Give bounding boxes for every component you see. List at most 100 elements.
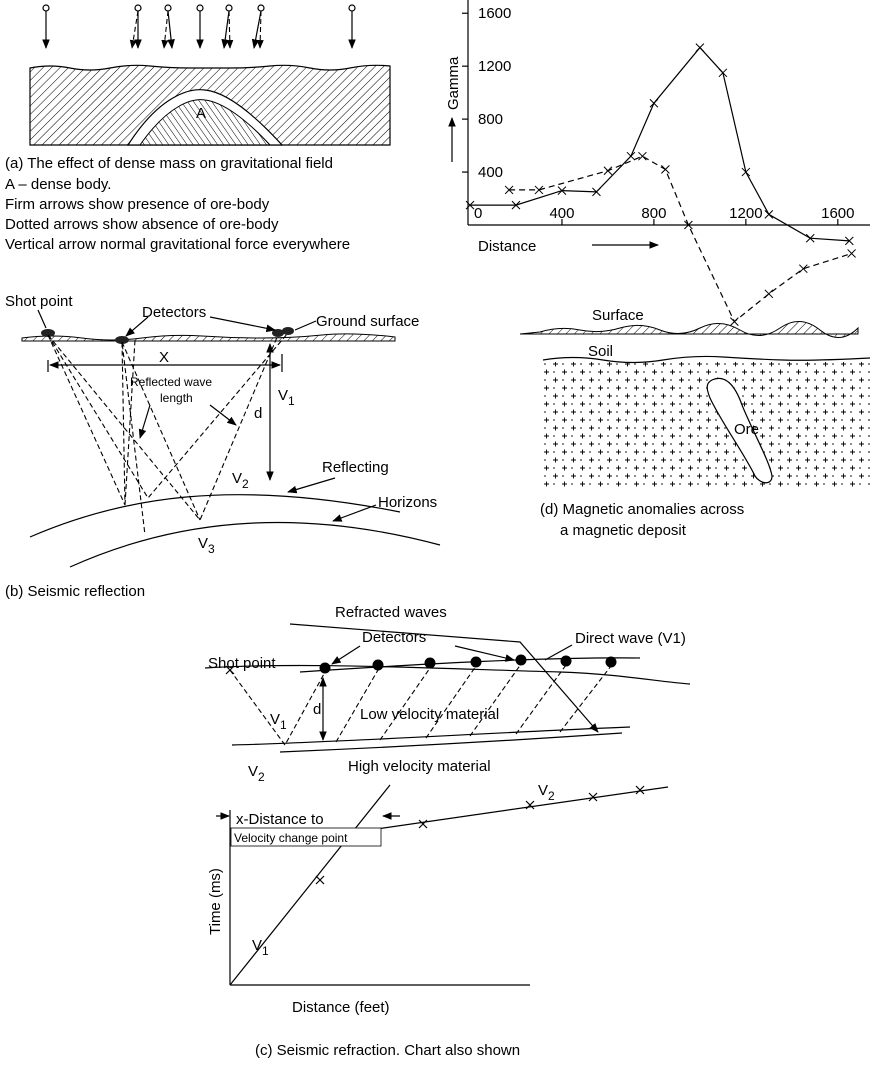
- x-tick-label: 800: [641, 205, 666, 222]
- detectors-label: Detectors: [142, 304, 206, 321]
- caption: (a) The effect of dense mass on gravitat…: [5, 155, 333, 172]
- point-marker: [805, 233, 815, 243]
- body-label: A: [196, 105, 206, 122]
- v-base: V: [278, 387, 288, 404]
- y-tick-label: 400: [478, 164, 503, 181]
- v-base: V: [198, 535, 208, 552]
- point-marker: [649, 98, 659, 108]
- ground-surface: [21, 333, 396, 342]
- y-axis-label: Gamma: [445, 56, 462, 110]
- v2-label: V2: [538, 782, 555, 803]
- v-base: V: [252, 937, 262, 954]
- panel-c: d V1 V2 Refracted waves Detectors Direct…: [204, 604, 691, 1059]
- leader: [287, 477, 336, 494]
- leader: [294, 320, 317, 331]
- dotted-arrow: [129, 10, 139, 49]
- x-distance-label: x-Distance to: [236, 811, 324, 828]
- d-label: d: [254, 405, 262, 422]
- interface-line: [279, 732, 623, 753]
- panel-a: A (a) The effect of dense mass on gravit…: [5, 4, 391, 253]
- series-line: [509, 155, 852, 323]
- caption: a magnetic deposit: [560, 522, 687, 539]
- detectors-label: Detectors: [362, 629, 426, 646]
- v-sub: 1: [262, 944, 269, 958]
- low-velocity-label: Low velocity material: [360, 706, 499, 723]
- leader: [331, 645, 361, 665]
- point-marker: [741, 167, 751, 177]
- v2-label: V2: [232, 470, 249, 491]
- y-tick-label: 1600: [478, 5, 511, 22]
- velocity-change-label: Velocity change point: [234, 831, 348, 845]
- arrow-origin: [134, 4, 142, 12]
- detector: [560, 655, 572, 667]
- point-marker: [661, 165, 670, 174]
- detector-line: [299, 657, 641, 673]
- reflected-wave-label: Reflected wave: [130, 375, 212, 389]
- x-label: X: [159, 349, 169, 366]
- point-marker: [844, 236, 854, 246]
- dense-body: [139, 99, 272, 146]
- point-marker: [718, 68, 728, 78]
- ground-surface-label: Ground surface: [316, 313, 419, 330]
- point-marker: [847, 249, 856, 258]
- detector: [319, 662, 331, 674]
- v-sub: 1: [280, 718, 287, 732]
- detector: [424, 657, 436, 669]
- leader: [209, 316, 276, 333]
- dotted-arrow: [161, 10, 169, 49]
- leader: [332, 504, 377, 522]
- arrow: [167, 10, 175, 49]
- leader: [209, 404, 237, 426]
- arrow-origin: [225, 4, 233, 12]
- detector: [605, 656, 617, 668]
- label-box: [230, 827, 382, 847]
- point-marker: [764, 210, 774, 219]
- panel-d: Gamma Distance 0 Surface Soil Ore (d) Ma…: [445, 0, 871, 539]
- note: Dotted arrows show absence of ore-body: [5, 216, 279, 233]
- v-sub: 3: [208, 542, 215, 556]
- point-marker: [684, 220, 693, 230]
- panel-b: Shot point Detectors Ground surface X Re…: [5, 293, 441, 600]
- point-marker: [730, 317, 739, 326]
- detector-mark: [282, 327, 294, 335]
- arrow-origin: [196, 4, 204, 12]
- x-axis-label: Distance: [478, 238, 536, 255]
- shot-point-label: Shot point: [208, 655, 276, 672]
- v1-label: V1: [278, 387, 295, 408]
- v-sub: 1: [288, 394, 295, 408]
- x-tick-label: 400: [549, 205, 574, 222]
- v-base: V: [538, 782, 548, 799]
- point-marker: [603, 166, 613, 176]
- soil-label: Soil: [588, 343, 613, 360]
- point-marker: [626, 151, 636, 161]
- point-marker: [534, 185, 544, 195]
- shot-point-mark: [41, 329, 55, 337]
- country-rock: [543, 362, 870, 487]
- point-marker: [557, 186, 567, 195]
- point-marker: [465, 200, 475, 210]
- v2-label: V2: [248, 763, 265, 784]
- point-marker: [504, 185, 514, 195]
- arrow-origin: [348, 4, 356, 12]
- detector-mark: [115, 336, 129, 344]
- v-base: V: [270, 711, 280, 728]
- high-velocity-label: High velocity material: [348, 758, 491, 775]
- note: A – dense body.: [5, 176, 111, 193]
- reflected-wave-label: length: [160, 391, 193, 405]
- point-marker: [511, 200, 521, 210]
- detector: [515, 654, 527, 666]
- leader: [544, 644, 573, 661]
- leader: [125, 316, 149, 337]
- point-marker: [695, 43, 705, 53]
- point-marker: [798, 264, 808, 274]
- gravity-arrows: [42, 4, 356, 49]
- v-base: V: [248, 763, 258, 780]
- note: Vertical arrow normal gravitational forc…: [5, 236, 350, 253]
- direct-wave-label: Direct wave (V1): [575, 630, 686, 647]
- v-base: V: [232, 470, 242, 487]
- v1-label: V1: [252, 937, 269, 958]
- y-axis-label: Time (ms): [207, 868, 224, 935]
- origin-label: 0: [474, 205, 482, 222]
- point-marker: [764, 289, 774, 299]
- x-tick-label: 1200: [729, 205, 762, 222]
